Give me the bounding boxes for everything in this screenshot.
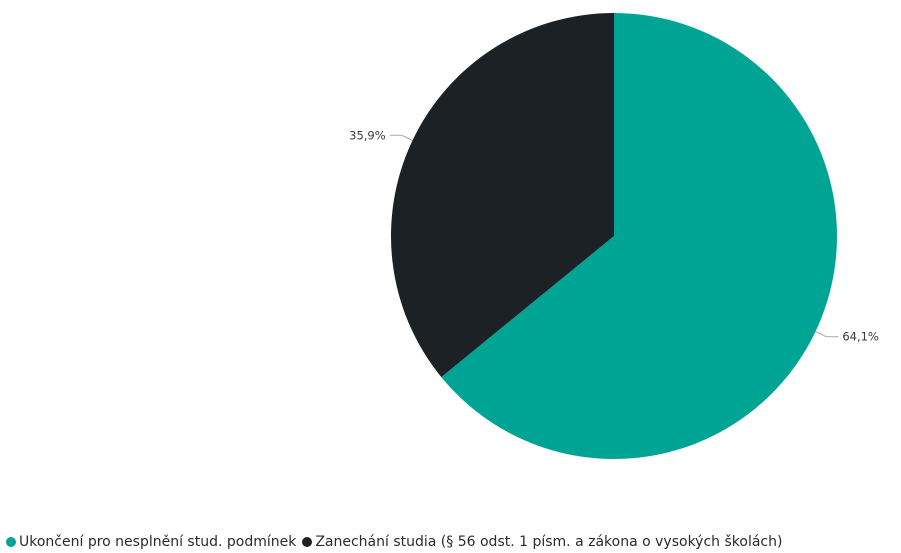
pie-slice-1[interactable] (390, 13, 614, 378)
data-label-1: 35,9% (349, 128, 386, 142)
legend-item-zanechani[interactable]: Zanechání studia (§ 56 odst. 1 písm. a z… (302, 534, 782, 550)
legend-label-ukonceni: Ukončení pro nesplnění stud. podmínek (19, 534, 297, 550)
data-label-0: 64,1% (842, 330, 879, 344)
legend-dot-icon (302, 537, 313, 547)
legend: Ukončení pro nesplnění stud. podmínek Za… (6, 531, 788, 553)
legend-dot-icon (6, 537, 16, 547)
pie-slice-0[interactable] (441, 13, 838, 459)
legend-label-zanechani: Zanechání studia (§ 56 odst. 1 písm. a z… (315, 534, 783, 550)
pie-svg: 64,1% 35,9% (349, 13, 879, 459)
leader-line-1 (389, 134, 413, 141)
leader-line-0 (815, 331, 839, 338)
legend-item-ukonceni[interactable]: Ukončení pro nesplnění stud. podmínek (6, 534, 296, 550)
